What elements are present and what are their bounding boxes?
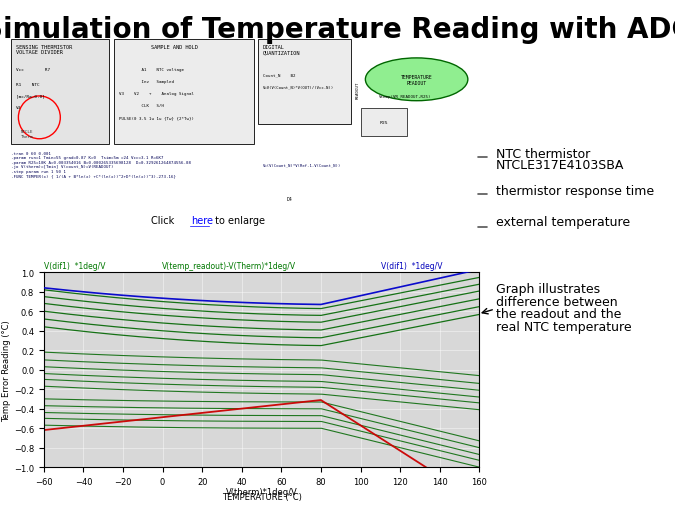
X-axis label: V(therm)*1deg/V: V(therm)*1deg/V	[225, 487, 298, 496]
Text: DIGITAL
QUANTIZATION: DIGITAL QUANTIZATION	[263, 44, 300, 56]
Text: SAMPLE AND HOLD: SAMPLE AND HOLD	[151, 44, 198, 49]
Text: NTCLE
Therm: NTCLE Therm	[21, 130, 33, 138]
Text: R25: R25	[380, 121, 388, 125]
Bar	[259, 40, 352, 125]
Text: A1    NTC voltage: A1 NTC voltage	[119, 68, 184, 72]
Text: Simulation of Temperature Reading with ADC: Simulation of Temperature Reading with A…	[0, 16, 675, 44]
Text: NTC thermistor: NTC thermistor	[496, 147, 591, 161]
Text: .tran 0 60 0.001
.param run=1 Tmin=55 grad=0.87 K=0  Tsim=5m =24 Vcc=3.1 R=6K7
.: .tran 0 60 0.001 .param run=1 Tmin=55 gr…	[11, 152, 192, 178]
Text: READOUT: READOUT	[356, 81, 360, 98]
Text: TEMPERATURE
READOUT: TEMPERATURE READOUT	[401, 75, 433, 85]
Bar	[360, 109, 407, 137]
Bar	[7, 149, 472, 268]
Text: here: here	[191, 215, 213, 225]
Text: Click: Click	[151, 215, 178, 225]
Text: thermistor response time: thermistor response time	[496, 184, 654, 197]
Bar	[11, 40, 109, 144]
Text: real NTC temperature: real NTC temperature	[496, 320, 632, 333]
Text: PULSE(0 3.5 1u 1u {Tw} {2*Tw}): PULSE(0 3.5 1u 1u {Tw} {2*Tw})	[119, 116, 194, 120]
Text: D4: D4	[286, 196, 292, 201]
Text: V3    V2    +    Analog Signal: V3 V2 + Analog Signal	[119, 92, 194, 96]
Text: Vcc        R7: Vcc R7	[16, 68, 50, 72]
Text: V=(V(Count_N)*V(Ref-1-V(Count_N)): V=(V(Count_N)*V(Ref-1-V(Count_N))	[263, 163, 342, 167]
Text: Inv   Sampled: Inv Sampled	[119, 80, 173, 84]
Text: V=V(V(Count_N)*V(OUT)/(Vcc-N)): V=V(V(Count_N)*V(OUT)/(Vcc-N))	[263, 85, 334, 89]
Text: R1    NTC: R1 NTC	[16, 82, 40, 86]
Text: difference between: difference between	[496, 295, 618, 308]
Text: V(dif1)  *1deg/V: V(dif1) *1deg/V	[44, 262, 105, 271]
Text: NTCLE317E4103SBA: NTCLE317E4103SBA	[496, 159, 624, 172]
Text: external temperature: external temperature	[496, 216, 630, 229]
Text: V(temp_readout)-V(Therm)*1deg/V: V(temp_readout)-V(Therm)*1deg/V	[162, 262, 296, 271]
Text: the readout and the: the readout and the	[496, 308, 622, 321]
Y-axis label: Temp Error Reading (°C): Temp Error Reading (°C)	[2, 319, 11, 421]
Text: SENSING THERMISTOR
VOLTAGE DIVIDER: SENSING THERMISTOR VOLTAGE DIVIDER	[16, 44, 72, 56]
Ellipse shape	[365, 59, 468, 102]
Text: V3: V3	[16, 106, 22, 110]
Bar	[114, 40, 254, 144]
Text: Graph illustrates: Graph illustrates	[496, 282, 600, 295]
Text: Count_N    B2: Count_N B2	[263, 73, 296, 77]
Text: CLK   S/H: CLK S/H	[119, 104, 163, 108]
Text: [mc/Ra,0.0]: [mc/Ra,0.0]	[16, 94, 45, 98]
Text: V(dif1)  *1deg/V: V(dif1) *1deg/V	[381, 262, 443, 271]
Text: Vtemp(VR_READOUT,R25): Vtemp(VR_READOUT,R25)	[379, 95, 432, 99]
Text: to enlarge: to enlarge	[212, 215, 265, 225]
Text: TEMPERATURE (°C): TEMPERATURE (°C)	[221, 492, 302, 501]
